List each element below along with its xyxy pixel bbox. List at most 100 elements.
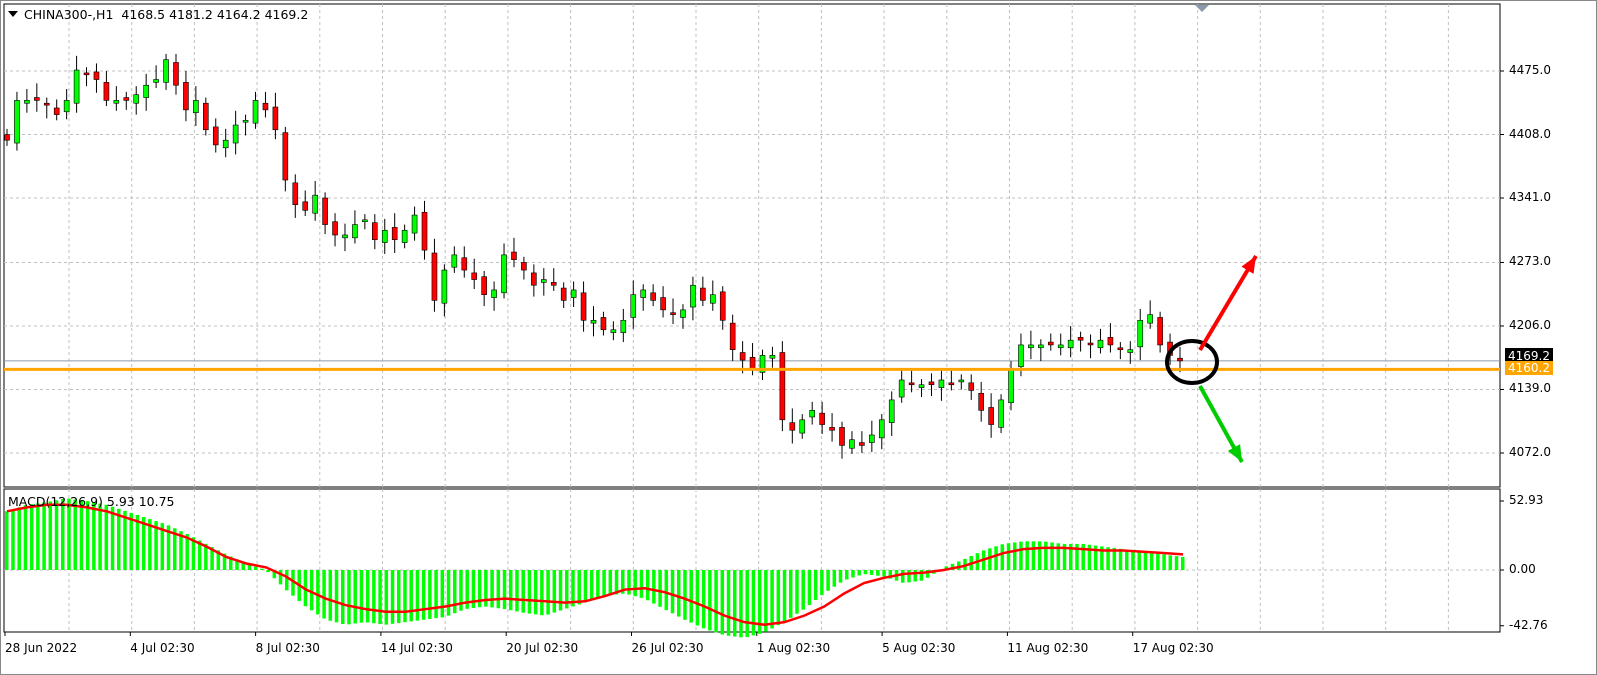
macd-histogram-bar (390, 570, 395, 624)
price-axis-label: 4139.0 (1509, 381, 1551, 396)
candle-body (1097, 339, 1104, 349)
candle-body (461, 257, 468, 271)
shift-marker-icon (1195, 5, 1209, 12)
macd-histogram-bar (533, 570, 538, 615)
macd-histogram-bar (795, 570, 799, 614)
candle-body (252, 100, 259, 124)
macd-histogram-bar (1112, 548, 1117, 570)
macd-histogram-bar (85, 501, 90, 570)
macd-histogram-bar (365, 570, 370, 623)
high-value: 4181.2 (169, 7, 213, 22)
level-price-badge: 4160.2 (1505, 361, 1553, 376)
macd-histogram-bar (565, 570, 569, 609)
main-panel-frame (3, 3, 1501, 488)
candle-body (332, 221, 338, 236)
macd-histogram-bar (453, 570, 457, 614)
candle-body (282, 132, 289, 181)
candle-body (183, 82, 189, 111)
macd-histogram-bar (434, 570, 438, 619)
macd-histogram-bar (1162, 554, 1166, 570)
candle-body (620, 319, 627, 333)
candle-body (948, 382, 955, 386)
candle-body (362, 219, 368, 223)
candle-body (431, 252, 438, 301)
candle-body (640, 289, 647, 298)
macd-histogram-bar (820, 570, 824, 596)
candle-body (451, 254, 458, 268)
macd-histogram-bar (683, 570, 687, 620)
macd-histogram-bar (459, 570, 463, 611)
candle-body (14, 100, 20, 144)
macd-histogram-bar (720, 570, 725, 635)
macd-histogram-bar (471, 570, 476, 609)
macd-histogram-bar (316, 570, 320, 615)
macd-histogram-bar (61, 499, 65, 570)
dropdown-triangle-icon[interactable] (8, 11, 18, 17)
macd-histogram-bar (42, 502, 46, 570)
macd-histogram-bar (882, 570, 886, 577)
time-axis-label: 14 Jul 02:30 (380, 641, 453, 655)
candle-body (511, 251, 517, 260)
macd-histogram-bar (658, 570, 662, 607)
candle-body (421, 211, 428, 251)
macd-histogram-bar (596, 570, 600, 599)
candle-body (769, 355, 776, 359)
macd-histogram-bar (776, 570, 781, 626)
candle-body (819, 412, 825, 425)
marker-circle (1165, 339, 1219, 385)
macd-histogram-bar (714, 570, 718, 633)
macd-histogram-bar (888, 570, 893, 579)
candle-body (471, 272, 478, 280)
macd-histogram-bar (764, 570, 768, 632)
macd-histogram-bar (869, 570, 874, 575)
macd-histogram-bar (1174, 556, 1179, 570)
macd-histogram-bar (789, 570, 793, 618)
candle-body (133, 94, 140, 104)
candle-body (938, 379, 945, 388)
candle-body (103, 82, 110, 101)
macd-histogram-bar (229, 556, 233, 570)
candle-body (540, 279, 547, 283)
candle-body (998, 399, 1004, 428)
macd-histogram-bar (670, 570, 675, 614)
candle-body (1008, 369, 1014, 404)
candle-body (193, 100, 199, 114)
macd-histogram-bar (173, 528, 177, 570)
candle-body (352, 224, 358, 239)
macd-axis-label: 0.00 (1509, 562, 1536, 576)
macd-histogram-bar (515, 570, 519, 612)
macd-histogram-bar (415, 570, 420, 621)
candle-body (898, 379, 905, 398)
macd-histogram-bar (907, 570, 911, 583)
macd-histogram-bar (322, 570, 326, 619)
macd-histogram-bar (1050, 542, 1054, 570)
macd-histogram-bar (1062, 543, 1067, 570)
macd-histogram-bar (309, 570, 314, 611)
macd-histogram-bar (1137, 551, 1141, 570)
candle-body (660, 297, 666, 311)
candle-body (610, 329, 617, 333)
candle-body (600, 317, 607, 331)
macd-histogram-bar (950, 563, 955, 570)
candle-body (908, 382, 915, 386)
macd-histogram-bar (384, 570, 389, 625)
candle-body (1018, 344, 1024, 368)
candle-body (43, 102, 50, 106)
candle-body (849, 439, 855, 449)
macd-histogram-bar (988, 548, 992, 570)
candle-body (1117, 347, 1124, 350)
candle-body (292, 182, 299, 205)
macd-histogram-bar (160, 523, 165, 570)
candle-body (729, 322, 736, 350)
macd-title: MACD(12,26,9) 5.93 10.75 (8, 494, 175, 509)
macd-histogram-bar (876, 570, 880, 576)
macd-histogram-bar (1118, 548, 1123, 570)
candle-body (759, 355, 766, 373)
macd-histogram-bar (1143, 552, 1148, 570)
candle-body (918, 384, 925, 388)
macd-histogram-bar (117, 508, 121, 570)
candle-body (739, 352, 746, 361)
macd-histogram-bar (247, 564, 252, 570)
macd-axis-label: 52.93 (1509, 492, 1544, 507)
